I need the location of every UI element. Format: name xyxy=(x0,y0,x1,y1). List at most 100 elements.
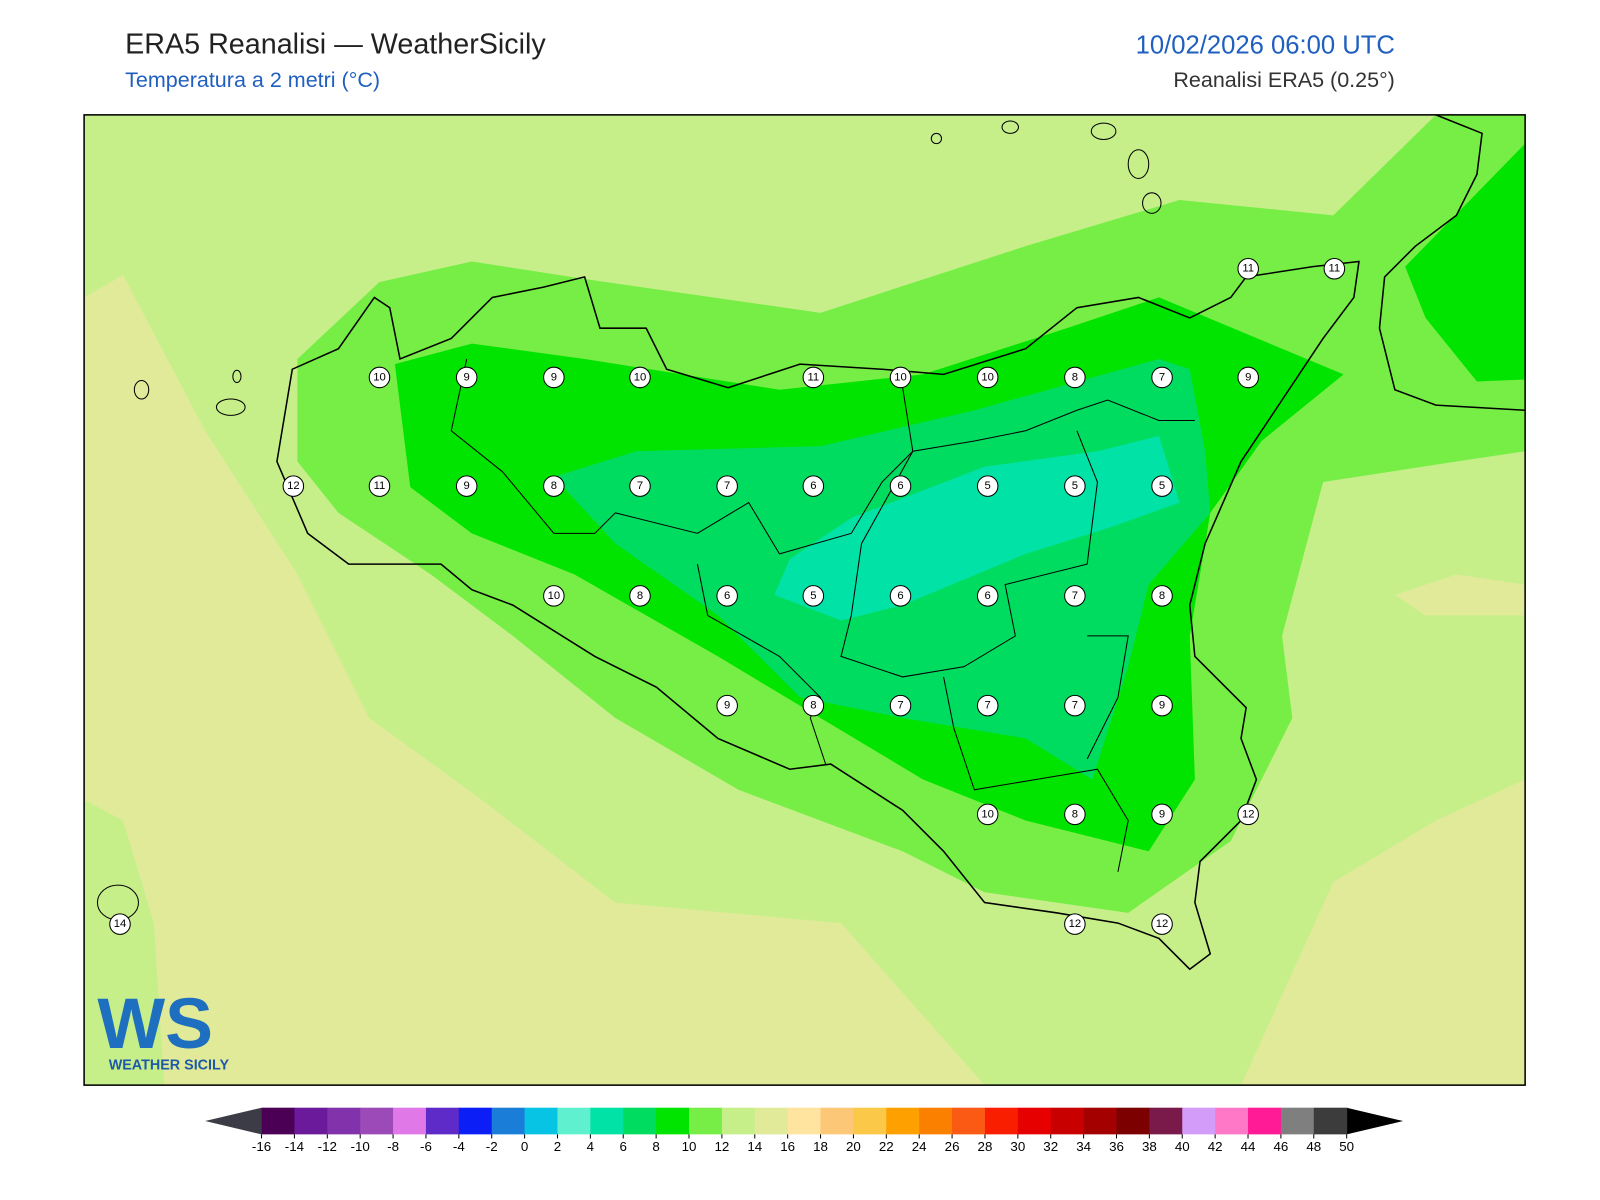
station-marker xyxy=(716,585,738,607)
station-marker xyxy=(716,694,738,717)
colorbar-swatch xyxy=(984,1107,1019,1135)
colorbar-tick-label: 28 xyxy=(978,1139,993,1154)
station-marker xyxy=(1151,803,1173,826)
field-8b xyxy=(1405,143,1526,382)
coastline-sicily xyxy=(276,260,1360,971)
field-14b xyxy=(1241,779,1526,1086)
field-12b xyxy=(84,799,165,1086)
colorbar-tick-label: 50 xyxy=(1339,1139,1354,1154)
station-marker xyxy=(802,366,825,389)
title: ERA5 Reanalisi — WeatherSicily xyxy=(125,28,546,60)
station-value: 9 xyxy=(464,371,470,383)
colorbar-swatch xyxy=(787,1107,822,1135)
island xyxy=(1001,120,1019,134)
station-marker xyxy=(1151,475,1173,497)
colorbar-swatch xyxy=(754,1107,789,1135)
colorbar-swatch xyxy=(1182,1107,1216,1135)
station-value: 7 xyxy=(985,700,991,712)
province-border xyxy=(696,564,827,765)
station-marker xyxy=(1237,803,1259,826)
station-value: 6 xyxy=(897,480,903,492)
station-marker xyxy=(802,585,825,607)
colorbar-tick-label: 40 xyxy=(1175,1139,1190,1154)
island xyxy=(930,132,943,145)
colorbar-swatch xyxy=(294,1107,328,1135)
station-marker xyxy=(368,366,391,389)
colorbar-tick-label: 44 xyxy=(1241,1139,1256,1154)
station-value: 10 xyxy=(981,808,994,820)
colorbar-tick-label: 10 xyxy=(682,1139,697,1154)
colorbar-tick-label: 4 xyxy=(587,1139,595,1154)
station-value: 6 xyxy=(897,590,903,602)
station-value: 9 xyxy=(1159,700,1165,712)
station-value: 6 xyxy=(985,590,991,602)
colorbar-tick-label: -8 xyxy=(387,1139,399,1154)
island xyxy=(133,380,150,400)
station-marker xyxy=(889,585,912,607)
colorbar-tick-label: 32 xyxy=(1043,1139,1058,1154)
station-value: 8 xyxy=(1072,371,1078,383)
station-marker xyxy=(1064,475,1086,497)
colorbar-swatch xyxy=(1149,1107,1183,1135)
colorbar-swatch xyxy=(656,1107,690,1135)
station-marker xyxy=(629,475,651,497)
station-marker xyxy=(1064,585,1086,607)
station-marker xyxy=(109,913,131,935)
island xyxy=(1142,192,1162,214)
station-value: 6 xyxy=(724,590,730,602)
station-value: 6 xyxy=(810,480,816,492)
station-value: 8 xyxy=(551,480,557,492)
station-value: 10 xyxy=(894,371,907,383)
station-marker xyxy=(1064,694,1086,717)
island xyxy=(215,398,246,416)
station-marker xyxy=(1151,366,1173,389)
station-marker xyxy=(1237,366,1259,389)
map-area: 11 11 10 9 9 10 11 10 10 8 7 9 12 11 9 8 7 7 6 6 5 5 5 10 8 6 5 6 6 7… xyxy=(84,114,1526,1086)
field-14 xyxy=(84,274,985,1086)
station-marker xyxy=(1151,694,1173,717)
field-14c xyxy=(1394,574,1526,616)
colorbar-tick-label: 26 xyxy=(945,1139,960,1154)
station-marker xyxy=(1064,913,1086,935)
station-marker xyxy=(716,475,738,497)
colorbar-tick-label: -10 xyxy=(351,1139,370,1154)
station-marker xyxy=(629,585,651,607)
colorbar-swatch xyxy=(919,1107,953,1135)
station-value: 7 xyxy=(724,480,730,492)
province-border xyxy=(840,374,1098,678)
station-marker xyxy=(802,475,825,497)
colorbar-tick-label: -2 xyxy=(486,1139,498,1154)
colorbar-tick-label: -4 xyxy=(453,1139,465,1154)
colorbar-tick-label: 24 xyxy=(912,1139,927,1154)
station-marker xyxy=(802,694,825,717)
colorbar-tick-label: -12 xyxy=(318,1139,337,1154)
colorbar-swatch xyxy=(1116,1107,1150,1135)
colorbar-swatch xyxy=(952,1107,986,1135)
colorbar-swatch xyxy=(1017,1107,1052,1135)
colorbar-swatch xyxy=(524,1107,558,1135)
colorbar-swatch xyxy=(623,1107,657,1135)
station-marker xyxy=(976,475,999,497)
station-value: 12 xyxy=(1069,918,1082,930)
stations: 11 11 10 9 9 10 11 10 10 8 7 9 12 11 9 8 7 7 6 6 5 5 5 10 8 6 5 6 6 7… xyxy=(109,257,1346,935)
logo: WS WEATHER SICILY xyxy=(97,984,229,1074)
colorbar-swatch xyxy=(425,1107,460,1135)
colorbar-tick-label: 48 xyxy=(1306,1139,1321,1154)
station-marker xyxy=(976,366,999,389)
colorbar-tick-label: 0 xyxy=(521,1139,528,1154)
station-marker xyxy=(1151,585,1173,607)
colorbar-swatch xyxy=(1215,1107,1249,1135)
colorbar-tick-label: 8 xyxy=(652,1139,659,1154)
station-value: 8 xyxy=(1072,808,1078,820)
station-value: 14 xyxy=(114,918,127,930)
station-value: 9 xyxy=(724,700,730,712)
station-marker xyxy=(282,475,305,497)
colorbar-swatch xyxy=(820,1107,854,1135)
colorbar-tick-label: 20 xyxy=(846,1139,861,1154)
colorbar-tick-label: 38 xyxy=(1142,1139,1157,1154)
station-value: 11 xyxy=(1329,263,1341,275)
station-value: 5 xyxy=(1072,480,1078,492)
station-marker xyxy=(976,803,999,826)
colorbar-swatch xyxy=(491,1107,526,1135)
